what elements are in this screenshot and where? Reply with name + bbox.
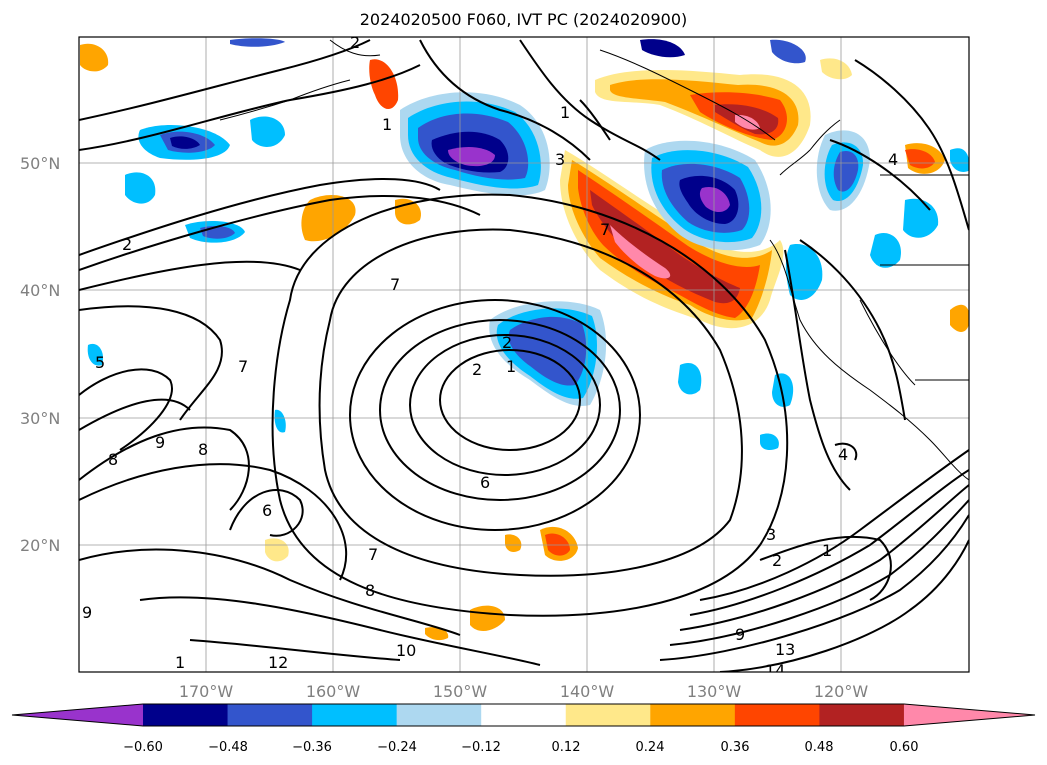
lon-label-150w: 150°W bbox=[433, 682, 488, 701]
colorbar-tick-label: −0.60 bbox=[123, 740, 163, 755]
colorbar-tick-label: 0.48 bbox=[805, 740, 834, 755]
colorbar-segment bbox=[396, 704, 482, 726]
lat-label-30n: 30°N bbox=[20, 409, 60, 428]
lat-label-40n: 40°N bbox=[20, 281, 60, 300]
contour-label: 7 bbox=[390, 275, 400, 294]
contour-label: 8 bbox=[365, 581, 375, 600]
lon-label-130w: 130°W bbox=[687, 682, 742, 701]
contour-label: 1 bbox=[560, 103, 570, 122]
map-frame bbox=[78, 36, 970, 673]
colorbar-segment bbox=[819, 704, 905, 726]
lat-label-20n: 20°N bbox=[20, 536, 60, 555]
colorbar-segment bbox=[481, 704, 567, 726]
colorbar-tick-label: 0.36 bbox=[721, 740, 750, 755]
contour-label: 2 bbox=[472, 360, 482, 379]
contour-label: 4 bbox=[838, 445, 848, 464]
colorbar-segment bbox=[143, 704, 229, 726]
colorbar-segment bbox=[903, 704, 1035, 726]
contour-label: 1 bbox=[382, 115, 392, 134]
longitude-labels: 170°W 160°W 150°W 140°W 130°W 120°W bbox=[179, 682, 869, 701]
contour-label: 10 bbox=[396, 641, 416, 660]
contour-label: 2 bbox=[772, 551, 782, 570]
contour-label: 6 bbox=[480, 473, 490, 492]
contour-label: 5 bbox=[95, 353, 105, 372]
contour-label: 7 bbox=[238, 357, 248, 376]
colorbar-tick-label: −0.36 bbox=[292, 740, 332, 755]
coastlines bbox=[219, 39, 969, 481]
contour-label: 8 bbox=[108, 450, 118, 469]
graticule bbox=[79, 37, 969, 672]
colorbar-tick-labels: −0.60 −0.48 −0.36 −0.24 −0.12 0.12 0.24 … bbox=[123, 740, 918, 755]
lat-label-50n: 50°N bbox=[20, 154, 60, 173]
colorbar-tick-label: −0.24 bbox=[377, 740, 417, 755]
map-title: 2024020500 F060, IVT PC (2024020900) bbox=[359, 10, 688, 29]
colorbar-tick-label: −0.12 bbox=[461, 740, 501, 755]
contour-label: 8 bbox=[198, 440, 208, 459]
colorbar-segment bbox=[227, 704, 313, 726]
negative-anomaly-shading bbox=[87, 38, 969, 450]
lon-label-120w: 120°W bbox=[814, 682, 869, 701]
contour-label: 14 bbox=[765, 661, 785, 680]
contour-label: 1 bbox=[822, 541, 832, 560]
colorbar-segment bbox=[565, 704, 651, 726]
contour-label: 7 bbox=[368, 545, 378, 564]
contour-label: 3 bbox=[555, 150, 565, 169]
contour-label: 4 bbox=[888, 150, 898, 169]
lon-label-140w: 140°W bbox=[560, 682, 615, 701]
contour-label: 9 bbox=[82, 603, 92, 622]
latitude-labels: 50°N 40°N 30°N 20°N bbox=[20, 154, 60, 555]
contour-label: 12 bbox=[268, 653, 288, 672]
colorbar-outline bbox=[11, 703, 1036, 727]
contour-label: 9 bbox=[735, 625, 745, 644]
contour-label: 2 bbox=[122, 235, 132, 254]
contour-labels: 2 7 1 3 2 1 6 7 8 9 8 6 7 8 10 12 9 1 3 … bbox=[82, 33, 898, 680]
contour-label: 9 bbox=[155, 433, 165, 452]
colorbar-segment bbox=[650, 704, 736, 726]
contour-label: 13 bbox=[775, 640, 795, 659]
contour-label: 3 bbox=[766, 525, 776, 544]
ivt-contours bbox=[79, 39, 969, 672]
contour-label: 2 bbox=[350, 33, 360, 52]
contour-label: 2 bbox=[502, 333, 512, 352]
colorbar-tick-label: 0.12 bbox=[552, 740, 581, 755]
lon-label-170w: 170°W bbox=[179, 682, 234, 701]
contour-label: 6 bbox=[262, 501, 272, 520]
colorbar-tick-label: 0.24 bbox=[636, 740, 665, 755]
positive-anomaly-shading bbox=[80, 43, 969, 641]
lon-label-160w: 160°W bbox=[306, 682, 361, 701]
contour-label: 1 bbox=[175, 653, 185, 672]
colorbar-segment bbox=[312, 704, 398, 726]
colorbar-tick-label: −0.48 bbox=[208, 740, 248, 755]
contour-label: 1 bbox=[506, 357, 516, 376]
colorbar-segment bbox=[734, 704, 820, 726]
colorbar bbox=[11, 703, 1036, 727]
map-plot-area: 2 7 1 3 2 1 6 7 8 9 8 6 7 8 10 12 9 1 3 … bbox=[79, 33, 969, 680]
colorbar-segment bbox=[12, 704, 143, 726]
colorbar-tick-label: 0.60 bbox=[890, 740, 919, 755]
contour-label: 7 bbox=[600, 220, 610, 239]
